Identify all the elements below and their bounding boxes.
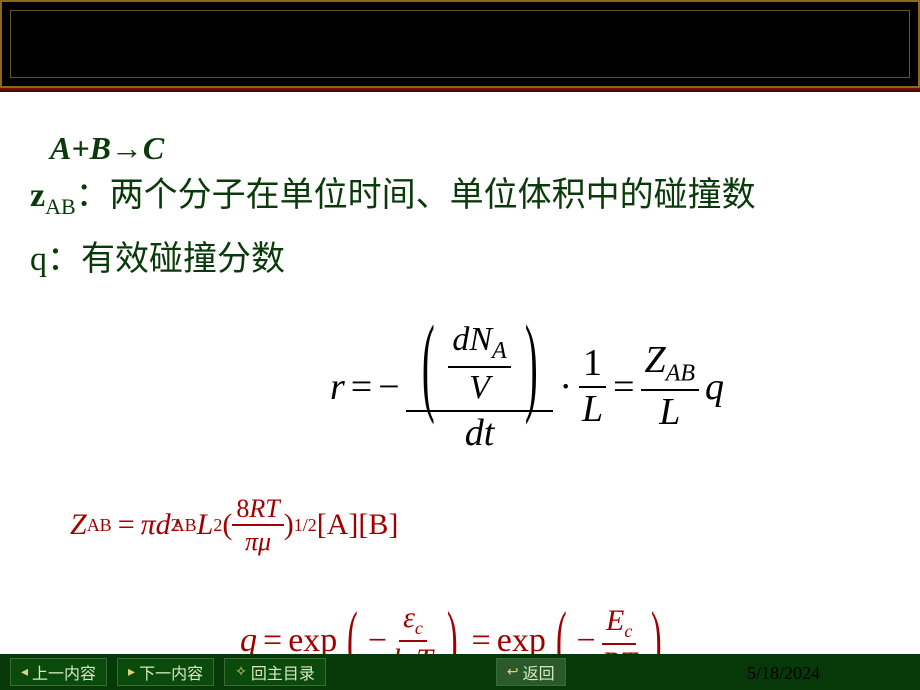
back-label: 返回 — [523, 660, 555, 684]
footer-nav: ◂ 上一内容 ▸ 下一内容 ✧ 回主目录 ↩ 返回 5/18/2024 — [0, 654, 920, 690]
z-definition: zAB：两个分子在单位时间、单位体积中的碰撞数 — [30, 173, 890, 221]
q-definition: q：有效碰撞分数 — [30, 231, 890, 280]
z-description-text: ：两个分子在单位时间、单位体积中的碰撞数 — [76, 177, 756, 214]
collision-frequency-equation: ZAB = π d2AB L2 ( 8RT πμ )1/2 [A][B] — [70, 495, 398, 556]
next-icon: ▸ — [128, 664, 135, 681]
toc-button[interactable]: ✧ 回主目录 — [224, 658, 326, 686]
next-button[interactable]: ▸ 下一内容 — [117, 658, 214, 686]
prev-label: 上一内容 — [32, 660, 96, 684]
horizontal-rule — [0, 88, 920, 92]
prev-button[interactable]: ◂ 上一内容 — [10, 658, 107, 686]
title-bar-inner — [10, 10, 910, 78]
rate-equation: r = − ( dNA V ) dt · 1 L = ZAB L q — [330, 320, 724, 454]
slide-content: A+B→C zAB：两个分子在单位时间、单位体积中的碰撞数 q：有效碰撞分数 r… — [0, 100, 920, 640]
toc-icon: ✧ — [235, 664, 247, 681]
slide-date: 5/18/2024 — [747, 663, 820, 684]
prev-icon: ◂ — [21, 664, 28, 681]
title-bar — [0, 0, 920, 88]
reaction-equation: A+B→C — [50, 130, 890, 167]
back-button[interactable]: ↩ 返回 — [496, 658, 566, 686]
z-subscript: AB — [45, 194, 76, 219]
toc-label: 回主目录 — [251, 660, 315, 684]
next-label: 下一内容 — [139, 660, 203, 684]
back-icon: ↩ — [507, 664, 519, 681]
